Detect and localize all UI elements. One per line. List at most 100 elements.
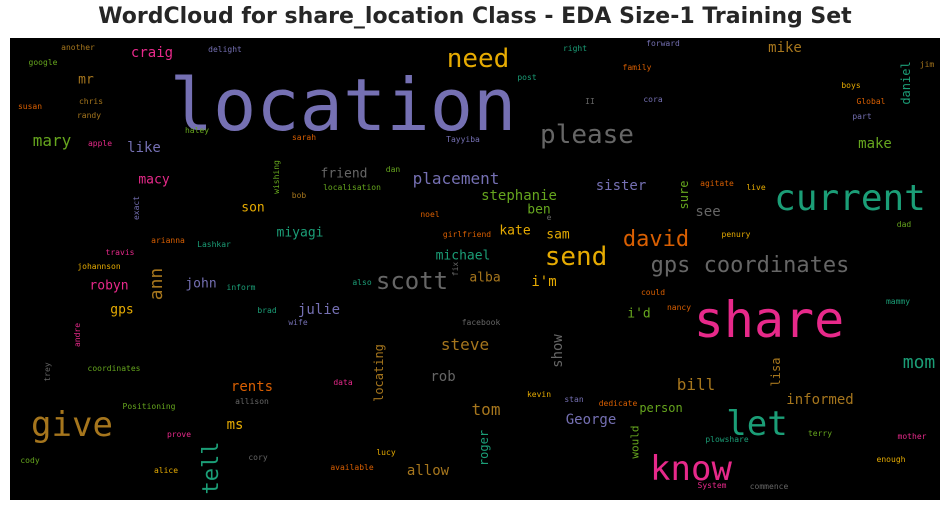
cloud-word: scott bbox=[375, 267, 449, 295]
cloud-word: Global bbox=[856, 97, 886, 106]
cloud-word: roger bbox=[477, 429, 491, 467]
cloud-word: informed bbox=[786, 392, 854, 408]
cloud-word: friend bbox=[320, 166, 368, 182]
cloud-word: enough bbox=[876, 455, 906, 464]
cloud-word: see bbox=[695, 204, 721, 220]
cloud-word: Tayyiba bbox=[446, 135, 480, 144]
cloud-word: Lashkar bbox=[197, 240, 231, 249]
cloud-word: location bbox=[169, 63, 517, 147]
cloud-word: i'd bbox=[627, 306, 651, 322]
cloud-word: rob bbox=[430, 369, 456, 385]
cloud-word: e bbox=[546, 213, 552, 222]
cloud-word: ann bbox=[146, 267, 167, 301]
cloud-word: tell bbox=[199, 441, 224, 495]
cloud-word: google bbox=[28, 58, 58, 67]
cloud-word: apple bbox=[87, 139, 113, 148]
cloud-word: current bbox=[774, 178, 926, 219]
cloud-word: agitate bbox=[700, 179, 734, 188]
cloud-word: trey bbox=[43, 362, 52, 382]
cloud-word: commence bbox=[749, 482, 789, 491]
cloud-word: rents bbox=[230, 379, 274, 395]
cloud-word: plowshare bbox=[705, 435, 749, 444]
cloud-word: andre bbox=[73, 322, 82, 348]
cloud-word: allow bbox=[406, 463, 450, 479]
cloud-word: family bbox=[622, 63, 652, 72]
cloud-word: julie bbox=[297, 302, 341, 318]
cloud-word: stan bbox=[564, 395, 584, 404]
cloud-word: penury bbox=[721, 230, 751, 239]
cloud-word: son bbox=[241, 200, 265, 216]
cloud-word: Positioning bbox=[122, 402, 176, 411]
chart-title: WordCloud for share_location Class - EDA… bbox=[98, 4, 852, 29]
cloud-word: bill bbox=[676, 375, 716, 394]
cloud-word: share bbox=[693, 291, 845, 349]
cloud-word: placement bbox=[412, 169, 500, 188]
cloud-word: mom bbox=[902, 352, 936, 373]
cloud-word: noel bbox=[420, 210, 440, 219]
cloud-word: would bbox=[628, 425, 642, 459]
cloud-word: michael bbox=[435, 248, 491, 264]
cloud-word: facebook bbox=[461, 318, 501, 327]
cloud-word: wife bbox=[288, 318, 308, 327]
cloud-word: kevin bbox=[526, 390, 552, 399]
cloud-word: dad bbox=[896, 220, 912, 229]
cloud-word: mary bbox=[32, 131, 72, 150]
cloud-word: sister bbox=[595, 178, 647, 194]
cloud-word: boys bbox=[841, 81, 861, 90]
cloud-word: make bbox=[858, 136, 892, 152]
cloud-word: terry bbox=[807, 429, 833, 438]
cloud-word: sarah bbox=[291, 133, 317, 142]
cloud-word: gps bbox=[110, 302, 134, 318]
cloud-word: chris bbox=[78, 97, 104, 106]
cloud-word: mr bbox=[78, 72, 94, 88]
cloud-word: part bbox=[852, 112, 872, 121]
cloud-word: cory bbox=[248, 453, 268, 462]
cloud-word: alba bbox=[469, 270, 501, 286]
cloud-word: lisa bbox=[769, 357, 783, 387]
cloud-word: robyn bbox=[89, 278, 129, 294]
cloud-word: dedicate bbox=[598, 399, 638, 408]
cloud-word: johannson bbox=[77, 262, 121, 271]
cloud-word: tom bbox=[471, 400, 501, 419]
cloud-word: miyagi bbox=[276, 225, 324, 241]
cloud-word: david bbox=[622, 227, 690, 252]
cloud-word: delight bbox=[208, 45, 242, 54]
cloud-word: data bbox=[333, 378, 353, 387]
cloud-word: II bbox=[585, 97, 595, 106]
cloud-word: allison bbox=[235, 397, 269, 406]
cloud-word: john bbox=[185, 276, 217, 292]
cloud-word: could bbox=[640, 288, 666, 297]
cloud-word: exact bbox=[132, 195, 141, 221]
cloud-word: randy bbox=[76, 111, 102, 120]
cloud-word: ben bbox=[527, 202, 551, 218]
cloud-word: forward bbox=[646, 39, 680, 48]
cloud-word: haley bbox=[184, 126, 210, 135]
cloud-word: girlfriend bbox=[442, 230, 492, 239]
cloud-word: mike bbox=[768, 40, 802, 56]
cloud-word: steve bbox=[440, 335, 490, 354]
cloud-word: mother bbox=[897, 432, 927, 441]
cloud-word: System bbox=[697, 481, 727, 490]
cloud-word: dan bbox=[385, 165, 401, 174]
cloud-word: cody bbox=[20, 456, 40, 465]
cloud-word: jim bbox=[919, 60, 935, 69]
cloud-word: craig bbox=[130, 45, 174, 61]
cloud-word: sure bbox=[677, 180, 691, 210]
cloud-word: right bbox=[562, 44, 588, 53]
cloud-word: available bbox=[330, 463, 374, 472]
cloud-word: cora bbox=[643, 95, 663, 104]
cloud-word: let bbox=[726, 404, 788, 444]
cloud-word: send bbox=[544, 242, 608, 272]
cloud-word: sam bbox=[546, 227, 570, 243]
cloud-word: alice bbox=[153, 466, 179, 475]
cloud-word: live bbox=[746, 183, 766, 192]
cloud-word: brad bbox=[257, 306, 277, 315]
word-cloud: location share current please need give know le… bbox=[10, 38, 940, 500]
cloud-word: inform bbox=[226, 283, 256, 292]
cloud-word: bob bbox=[291, 191, 307, 200]
cloud-word: travis bbox=[105, 248, 135, 257]
cloud-word: nancy bbox=[666, 303, 692, 312]
cloud-word: wishing bbox=[272, 160, 281, 194]
cloud-word: coordinates bbox=[87, 364, 141, 373]
cloud-word: post bbox=[517, 73, 537, 82]
